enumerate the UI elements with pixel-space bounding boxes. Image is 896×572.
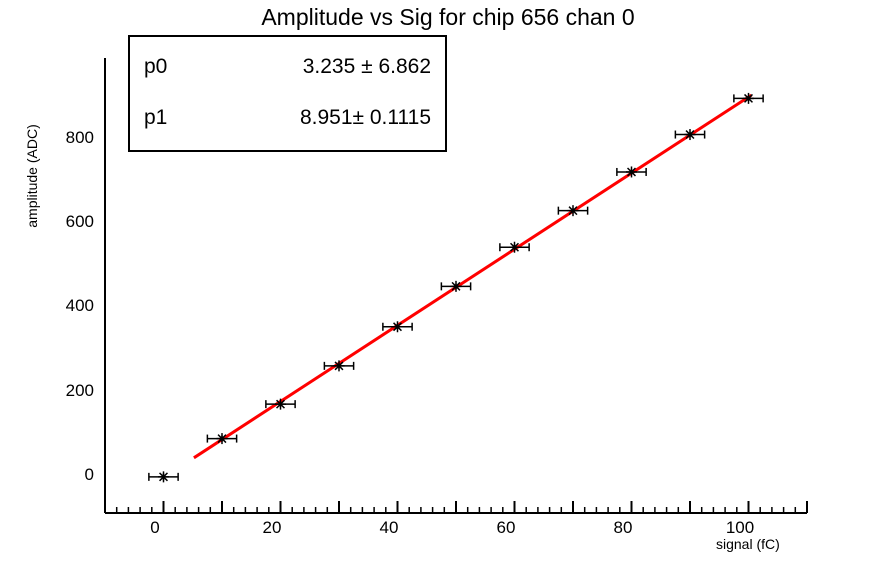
x-axis-title: signal (fC) [716, 536, 780, 552]
stats-row: p1 8.951± 0.1115 [130, 90, 445, 147]
data-point [148, 471, 179, 483]
stats-box: p0 3.235 ± 6.862 p1 8.951± 0.1115 [128, 35, 447, 152]
y-tick-label-400: 400 [65, 296, 94, 315]
data-point [265, 398, 296, 410]
data-point [206, 433, 238, 445]
data-point [382, 321, 413, 333]
stats-param-name: p1 [144, 105, 168, 129]
y-tick-label-0: 0 [84, 465, 94, 484]
data-point [440, 280, 472, 292]
data-point [499, 241, 530, 253]
data-point [323, 360, 355, 372]
x-tick-label-40: 40 [379, 518, 399, 537]
x-tick-label-100: 100 [725, 518, 755, 537]
data-points [148, 92, 764, 483]
stats-param-name: p0 [144, 55, 168, 79]
y-tick-label-800: 800 [65, 128, 94, 147]
page-title: Amplitude vs Sig for chip 656 chan 0 [261, 4, 635, 30]
axis-ticks [104, 501, 808, 513]
data-point [674, 129, 706, 141]
stats-param-value: 8.951± 0.1115 [299, 105, 431, 129]
data-point [733, 92, 764, 104]
data-point [557, 205, 589, 217]
y-tick-label-600: 600 [65, 212, 94, 231]
stats-param-value: 3.235 ± 6.862 [302, 55, 431, 79]
data-point [616, 166, 647, 178]
x-tick-label-0: 0 [150, 518, 160, 537]
y-tick-label-200: 200 [65, 381, 94, 400]
x-tick-label-80: 80 [613, 518, 633, 537]
stats-row: p0 3.235 ± 6.862 [130, 39, 445, 96]
x-tick-label-60: 60 [496, 518, 516, 537]
fit-line [193, 93, 753, 460]
x-tick-label-20: 20 [262, 518, 282, 537]
